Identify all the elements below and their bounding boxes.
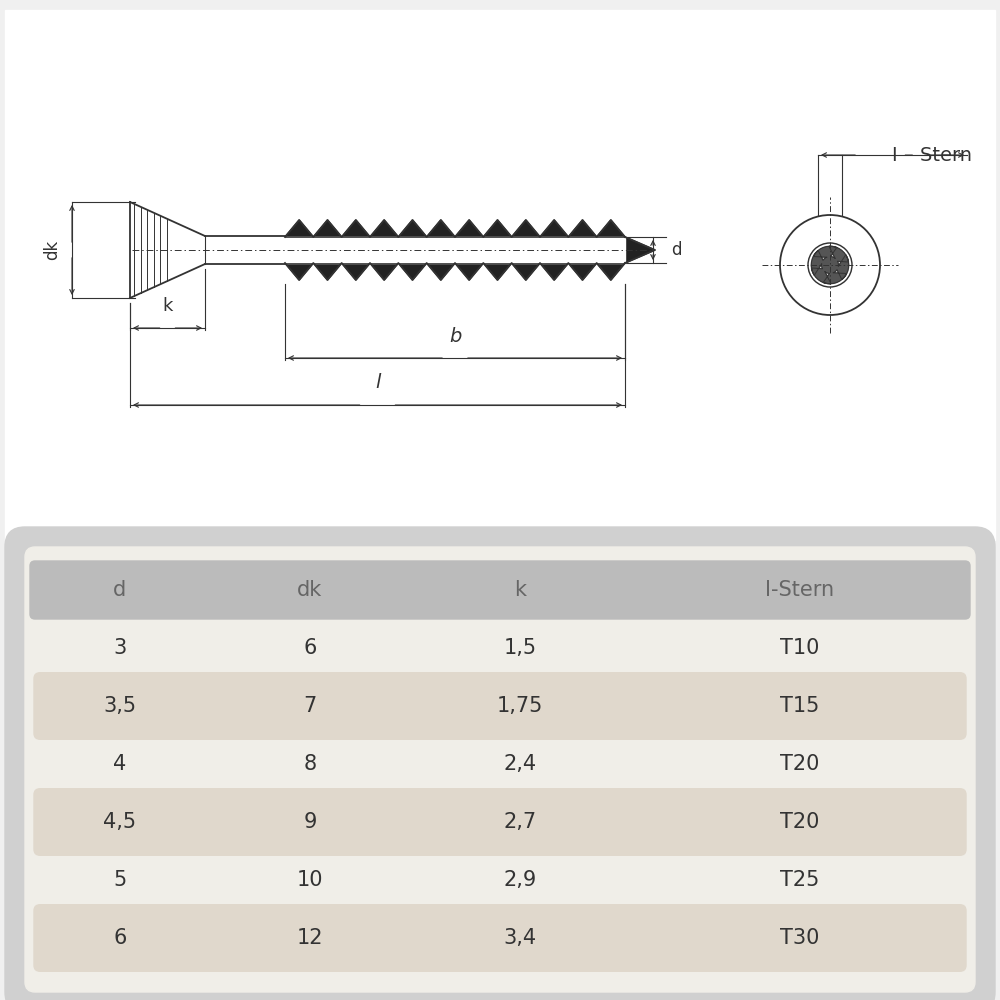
Polygon shape bbox=[370, 220, 398, 237]
Polygon shape bbox=[370, 263, 398, 280]
Polygon shape bbox=[130, 202, 205, 298]
FancyBboxPatch shape bbox=[5, 527, 995, 1000]
Text: T15: T15 bbox=[780, 696, 820, 716]
Text: dk: dk bbox=[43, 240, 61, 260]
Polygon shape bbox=[342, 220, 370, 237]
Text: 2,7: 2,7 bbox=[503, 812, 537, 832]
FancyBboxPatch shape bbox=[34, 673, 966, 739]
Polygon shape bbox=[205, 236, 285, 264]
Text: 3: 3 bbox=[113, 638, 127, 658]
Circle shape bbox=[808, 243, 852, 287]
Text: 3,5: 3,5 bbox=[103, 696, 137, 716]
FancyBboxPatch shape bbox=[34, 789, 966, 855]
Polygon shape bbox=[625, 237, 655, 263]
Polygon shape bbox=[313, 263, 342, 280]
Polygon shape bbox=[540, 263, 568, 280]
Text: 2,4: 2,4 bbox=[503, 754, 537, 774]
Text: 8: 8 bbox=[303, 754, 317, 774]
Polygon shape bbox=[455, 220, 483, 237]
Polygon shape bbox=[568, 263, 597, 280]
Polygon shape bbox=[342, 263, 370, 280]
Text: k: k bbox=[162, 297, 173, 315]
Text: 2,9: 2,9 bbox=[503, 870, 537, 890]
Polygon shape bbox=[568, 220, 597, 237]
Text: T20: T20 bbox=[780, 754, 820, 774]
Circle shape bbox=[780, 215, 880, 315]
Polygon shape bbox=[512, 220, 540, 237]
Text: l: l bbox=[375, 373, 380, 392]
Polygon shape bbox=[811, 246, 849, 284]
Text: 5: 5 bbox=[113, 870, 127, 890]
Polygon shape bbox=[313, 220, 342, 237]
Text: I – Stern: I – Stern bbox=[892, 146, 972, 165]
Polygon shape bbox=[427, 263, 455, 280]
Polygon shape bbox=[398, 220, 427, 237]
Text: 9: 9 bbox=[303, 812, 317, 832]
Polygon shape bbox=[597, 263, 625, 280]
FancyBboxPatch shape bbox=[30, 561, 970, 619]
FancyBboxPatch shape bbox=[25, 547, 975, 992]
Polygon shape bbox=[455, 263, 483, 280]
Text: 12: 12 bbox=[297, 928, 323, 948]
Polygon shape bbox=[483, 263, 512, 280]
Text: I-Stern: I-Stern bbox=[765, 580, 835, 600]
Text: b: b bbox=[449, 326, 461, 346]
Polygon shape bbox=[427, 220, 455, 237]
Polygon shape bbox=[285, 263, 313, 280]
Text: T10: T10 bbox=[780, 638, 820, 658]
Text: 6: 6 bbox=[303, 638, 317, 658]
Text: 3,4: 3,4 bbox=[503, 928, 537, 948]
Text: 4,5: 4,5 bbox=[103, 812, 137, 832]
Text: d: d bbox=[671, 241, 681, 259]
Polygon shape bbox=[597, 220, 625, 237]
Text: 7: 7 bbox=[303, 696, 317, 716]
Text: 10: 10 bbox=[297, 870, 323, 890]
Polygon shape bbox=[483, 220, 512, 237]
Text: 4: 4 bbox=[113, 754, 127, 774]
Text: T25: T25 bbox=[780, 870, 820, 890]
FancyBboxPatch shape bbox=[34, 905, 966, 971]
Polygon shape bbox=[512, 263, 540, 280]
Text: dk: dk bbox=[297, 580, 323, 600]
Polygon shape bbox=[285, 220, 313, 237]
Polygon shape bbox=[398, 263, 427, 280]
FancyBboxPatch shape bbox=[5, 10, 995, 540]
Text: d: d bbox=[113, 580, 127, 600]
Polygon shape bbox=[540, 220, 568, 237]
Text: T30: T30 bbox=[780, 928, 820, 948]
Polygon shape bbox=[285, 237, 625, 263]
Text: 1,5: 1,5 bbox=[503, 638, 537, 658]
Text: 1,75: 1,75 bbox=[497, 696, 543, 716]
Text: T20: T20 bbox=[780, 812, 820, 832]
Text: k: k bbox=[514, 580, 526, 600]
Text: 6: 6 bbox=[113, 928, 127, 948]
